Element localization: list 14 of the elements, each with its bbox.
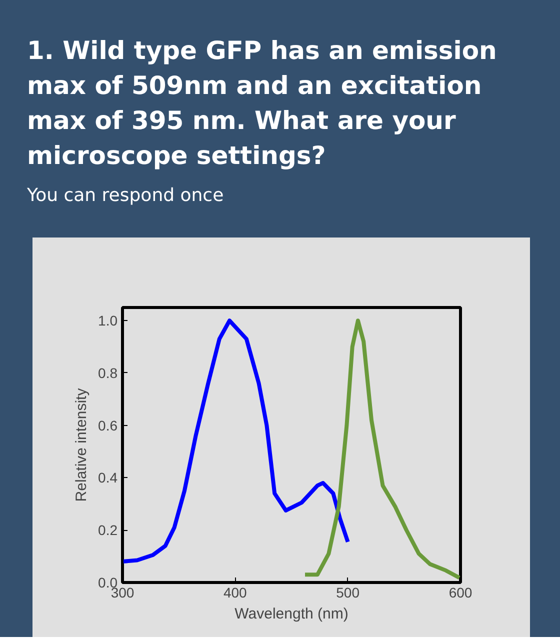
line-series xyxy=(122,318,350,564)
y-tick-label: 0.2 xyxy=(98,522,118,538)
chart-subtitle: You can respond once xyxy=(27,184,225,208)
x-axis-title: Wavelength (nm) xyxy=(234,606,348,622)
x-tick-label: 500 xyxy=(336,584,360,600)
x-tick-label: 600 xyxy=(448,584,472,600)
y-tick-label: 1.0 xyxy=(98,312,118,329)
y-tick-label: 0.4 xyxy=(98,470,118,486)
y-tick-label: 0.6 xyxy=(98,417,118,434)
y-tick-label: 0.8 xyxy=(98,364,118,381)
y-axis-title: Relative intensity xyxy=(73,388,90,502)
line-series xyxy=(303,318,460,580)
chart-title: 1. Wild type GFP has an emission max of 509nm and an excitation max of 395 nm. What are your microscope settings? xyxy=(27,35,498,172)
x-tick-label: 400 xyxy=(223,584,248,600)
